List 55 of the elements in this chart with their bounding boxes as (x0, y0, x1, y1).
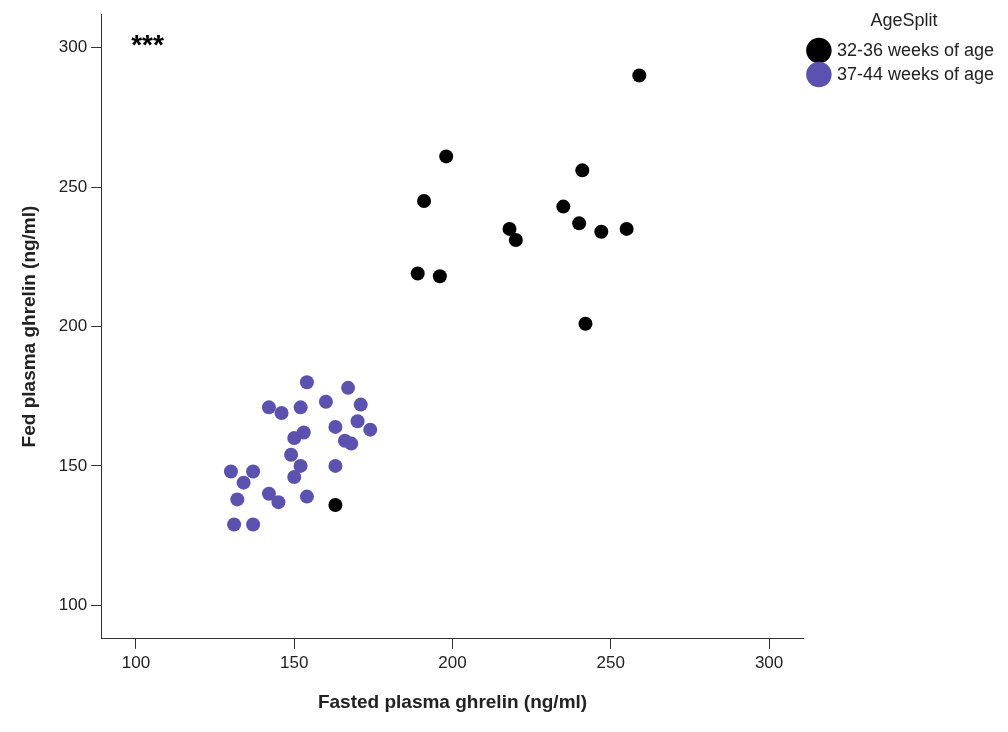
point (246, 517, 261, 532)
y-tick-label: 300 (58, 37, 88, 57)
point (432, 269, 447, 284)
point (287, 470, 302, 485)
point (410, 266, 425, 281)
point (556, 199, 571, 214)
point (261, 486, 276, 501)
point (293, 458, 308, 473)
point (261, 400, 276, 415)
point (328, 497, 343, 512)
point (341, 380, 356, 395)
point (287, 431, 302, 446)
x-axis-title: Fasted plasma ghrelin (ng/ml) (317, 690, 588, 712)
point (353, 397, 368, 412)
x-tick-label: 200 (438, 652, 467, 672)
point (350, 414, 365, 429)
point (227, 517, 242, 532)
point (572, 216, 587, 231)
point (575, 163, 590, 178)
point (246, 464, 261, 479)
x-tick-label: 100 (121, 652, 151, 672)
point (299, 489, 314, 504)
point (299, 375, 314, 390)
point (284, 447, 299, 462)
point (619, 221, 634, 236)
point (274, 405, 289, 420)
x-tick-label: 150 (280, 652, 309, 672)
point (318, 394, 333, 409)
point (344, 436, 359, 451)
point (271, 495, 286, 510)
point (363, 422, 378, 437)
y-axis-title: Fed plasma ghrelin (ng/ml) (17, 205, 39, 448)
point (223, 464, 238, 479)
y-tick-label: 250 (58, 176, 88, 196)
point (328, 458, 343, 473)
point (230, 492, 245, 507)
point (578, 316, 593, 331)
x-tick-label: 250 (596, 652, 625, 672)
y-tick-label: 150 (58, 455, 88, 475)
point (632, 68, 647, 83)
point (508, 233, 523, 248)
x-tick-label: 300 (754, 652, 784, 672)
legend-label: 32-36 weeks of age (836, 39, 994, 60)
point (594, 224, 609, 239)
point (439, 149, 454, 164)
legend-title: AgeSplit (870, 9, 938, 30)
point (502, 221, 517, 236)
point (328, 419, 343, 434)
point (293, 400, 308, 415)
annotation: *** (131, 28, 164, 60)
y-tick-label: 200 (58, 316, 88, 336)
y-tick-label: 100 (58, 595, 88, 615)
legend-label: 37-44 weeks of age (836, 63, 994, 84)
point (417, 194, 432, 209)
point (236, 475, 251, 490)
